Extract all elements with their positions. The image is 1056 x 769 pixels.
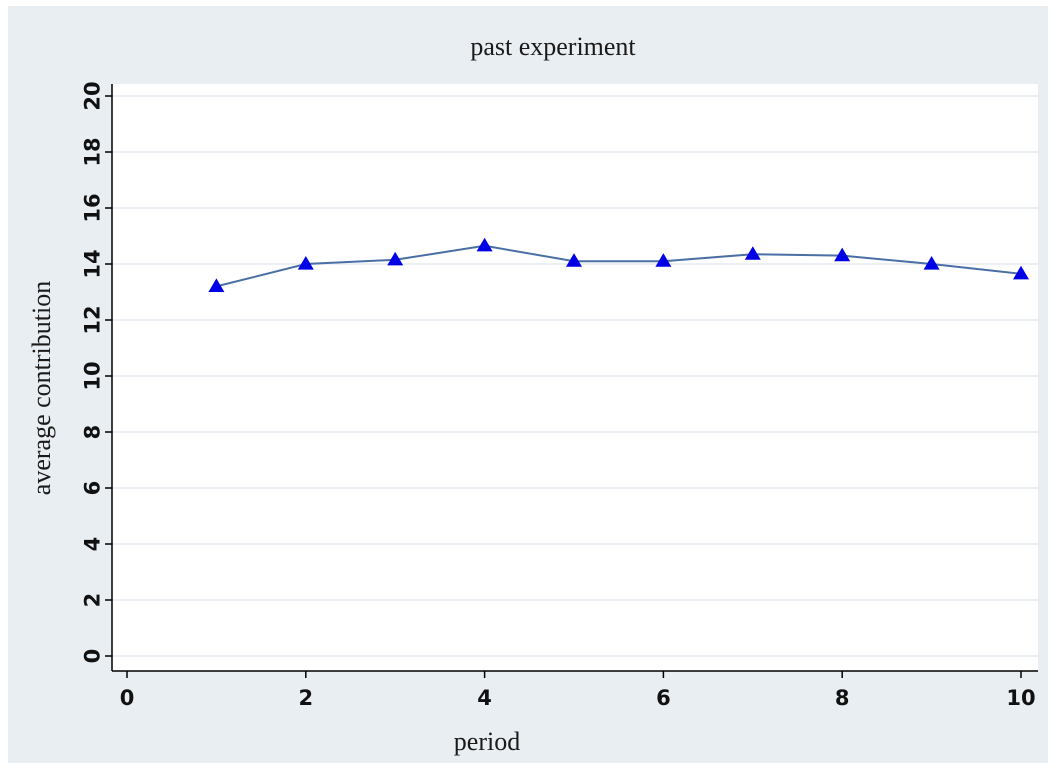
data-point-period-8 <box>834 247 851 262</box>
data-point-period-10 <box>1013 265 1029 280</box>
x-tick-label-10: 10 <box>1006 686 1035 710</box>
y-tick-label-16: 16 <box>81 193 105 222</box>
data-point-period-2 <box>297 256 314 270</box>
y-tick-label-6: 6 <box>81 481 105 496</box>
data-point-period-9 <box>923 256 940 270</box>
data-series <box>208 237 1029 292</box>
y-tick-label-0: 0 <box>81 649 105 664</box>
y-tick-label-2: 2 <box>81 593 105 608</box>
tick-labels: 0 2 4 6 8 10 12 14 16 18 20 0 2 4 6 8 10 <box>81 81 1036 710</box>
x-tick-label-0: 0 <box>120 686 135 710</box>
axes <box>111 84 1038 672</box>
y-axis-label: average contribution <box>27 281 56 495</box>
gridlines <box>112 95 1038 657</box>
x-tick-label-4: 4 <box>477 686 492 710</box>
data-point-period-4 <box>476 237 493 252</box>
plot-area <box>112 84 1038 671</box>
x-tick-label-8: 8 <box>835 686 850 710</box>
data-point-period-6 <box>655 253 672 267</box>
y-tick-label-4: 4 <box>81 537 105 552</box>
y-tick-label-12: 12 <box>81 305 105 334</box>
y-tick-label-20: 20 <box>81 81 105 110</box>
data-point-period-7 <box>744 246 761 260</box>
data-point-period-1 <box>208 278 225 292</box>
y-tick-label-18: 18 <box>81 137 105 166</box>
x-axis-label: period <box>454 727 520 756</box>
y-tick-label-10: 10 <box>81 361 105 390</box>
x-tick-label-6: 6 <box>656 686 671 710</box>
x-tick-label-2: 2 <box>298 686 313 710</box>
data-point-period-3 <box>387 251 404 266</box>
chart-title: past experiment <box>470 32 636 61</box>
y-tick-label-14: 14 <box>81 249 105 278</box>
series-line-0 <box>216 244 1022 288</box>
y-tick-label-8: 8 <box>81 425 105 440</box>
data-point-period-5 <box>566 253 582 267</box>
